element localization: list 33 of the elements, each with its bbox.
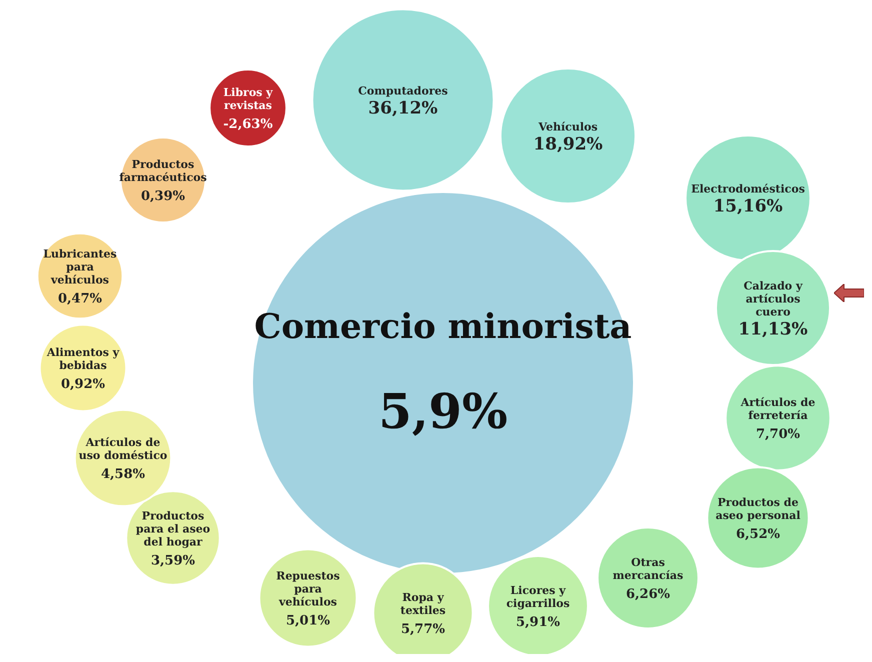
data-label: 0,39%: [140, 189, 186, 204]
category-label: Ropa y textiles: [400, 591, 446, 617]
data-label: 5,91%: [516, 615, 561, 630]
category-label: Repuestos para vehículos: [276, 570, 340, 608]
category-label: Vehículos: [537, 120, 598, 134]
category-label: Calzado y artículos cuero: [744, 280, 803, 318]
category-label: Productos de aseo personal: [716, 496, 800, 522]
category-label: Artículos de ferretería: [740, 396, 816, 422]
category-label: Otras mercancías: [612, 556, 684, 582]
category-label: Lubricantes para vehículos: [43, 248, 117, 286]
data-label: 6,26%: [626, 587, 671, 602]
category-label: Alimentos y bebidas: [46, 346, 120, 372]
data-label: 3,59%: [150, 554, 196, 568]
data-label: 0,47%: [58, 292, 103, 306]
data-label: 5,01%: [286, 614, 331, 628]
text: Comercio minorista: [254, 307, 632, 347]
category-label: Productos para el aseo del hogar: [136, 510, 210, 548]
data-label: 7,70%: [756, 427, 801, 442]
category-label: Artículos de uso doméstico: [78, 436, 168, 462]
data-label: 18,92%: [533, 134, 603, 154]
data-label: 11,13%: [738, 320, 808, 340]
category-label: Licores y cigarrillos: [506, 584, 570, 610]
data-label: 4,58%: [100, 467, 146, 482]
data-label: 0,92%: [60, 377, 106, 392]
category-label: Electrodomésticos: [691, 182, 805, 196]
data-label: 15,16%: [713, 196, 783, 216]
category-label: Computadores: [358, 84, 448, 98]
data-label: -2,63%: [223, 117, 274, 132]
data-label: 5,77%: [400, 622, 446, 637]
data-label: 6,52%: [736, 527, 781, 542]
data-label: 36,12%: [368, 98, 438, 118]
text: 5,9%: [378, 384, 508, 440]
category-label: Libros y revistas: [223, 86, 274, 112]
